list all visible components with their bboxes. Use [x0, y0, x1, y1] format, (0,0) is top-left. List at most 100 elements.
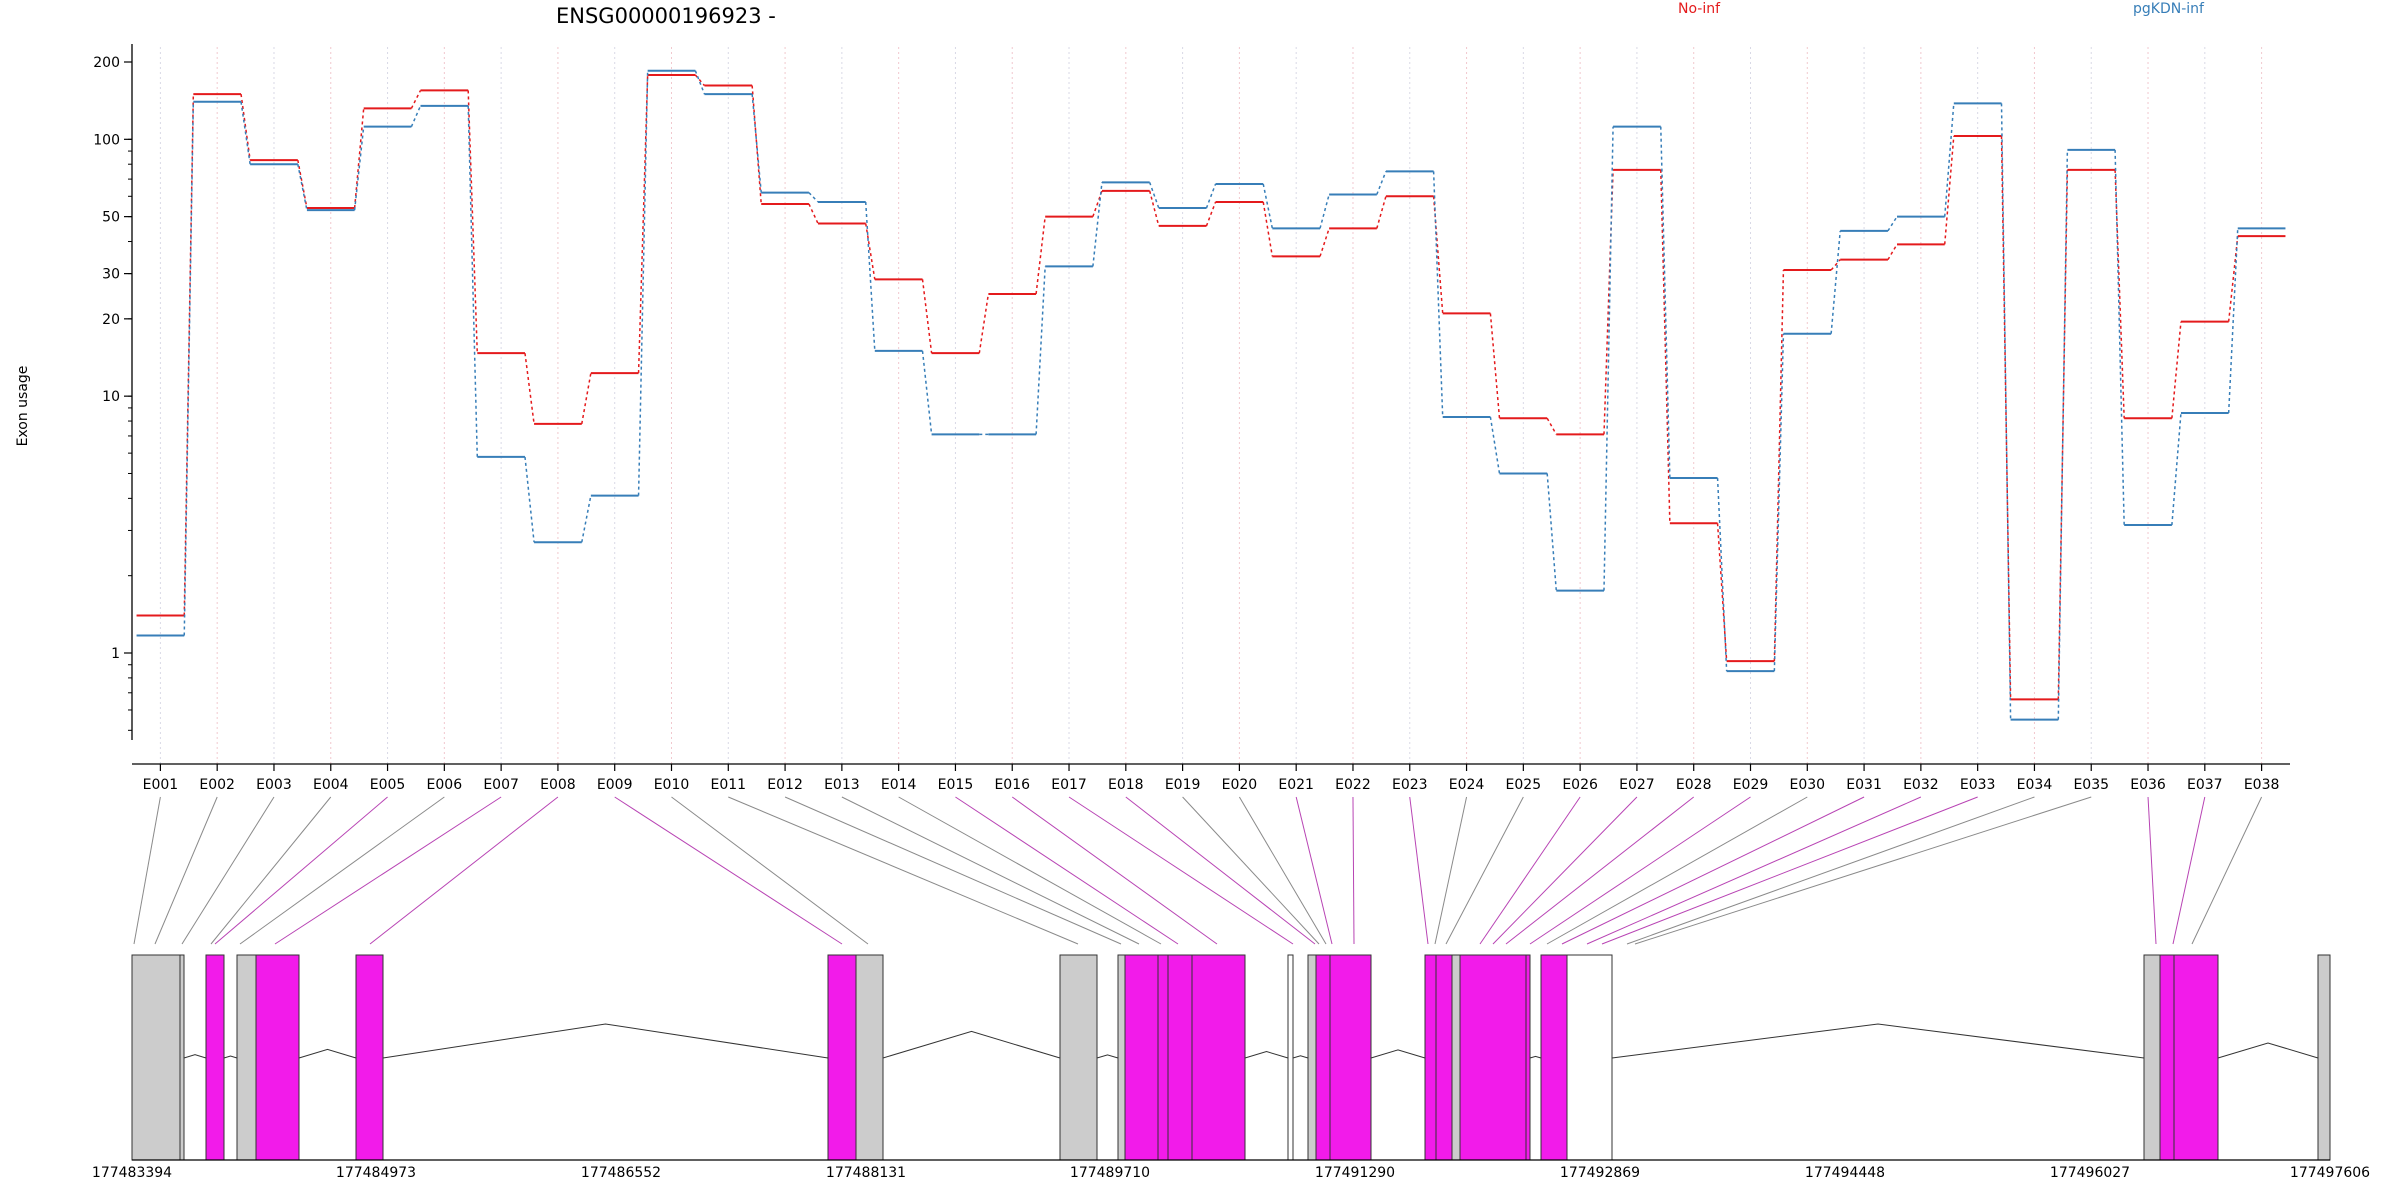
exon-connector — [1479, 796, 1581, 945]
series-connector — [921, 350, 933, 435]
exon-connector — [1586, 796, 1922, 945]
exon-connector — [1505, 796, 1695, 945]
y-tick-label: 20 — [102, 312, 120, 328]
exon-connector — [1561, 796, 1865, 945]
series-connector — [1773, 269, 1785, 662]
series-connector — [1660, 126, 1671, 479]
y-axis-label: Exon usage — [15, 366, 31, 447]
series-connector — [1092, 182, 1103, 267]
series-connector — [2000, 136, 2012, 700]
series-connector — [2227, 236, 2239, 322]
series-connector — [1830, 259, 1841, 271]
exon-label: E031 — [1846, 777, 1882, 793]
intron-line — [298, 1048, 357, 1059]
series-connector — [751, 85, 762, 205]
series-connector — [467, 105, 479, 457]
series-connector — [1943, 135, 1955, 245]
exon-label: E014 — [881, 777, 917, 793]
genomic-coordinate: 177492869 — [1560, 1165, 1640, 1181]
exon-block — [1307, 954, 1317, 1161]
series-connector — [1035, 216, 1046, 295]
series-connector — [467, 90, 479, 354]
exon-label: E032 — [1903, 777, 1939, 793]
intron-line — [1370, 1049, 1426, 1059]
series-connector — [1319, 194, 1330, 229]
exon-label: E001 — [143, 777, 179, 793]
exon-block — [1315, 954, 1331, 1161]
exon-block — [2173, 954, 2219, 1161]
exon-connector — [1238, 796, 1327, 945]
genomic-coordinate: 177497606 — [2290, 1165, 2370, 1181]
exon-label: E022 — [1335, 777, 1371, 793]
exon-connector — [955, 796, 1179, 945]
series-connector — [1546, 473, 1558, 591]
exon-block — [827, 954, 857, 1161]
series-connector — [581, 495, 592, 543]
series-connector — [637, 70, 649, 496]
exon-label: E021 — [1278, 777, 1314, 793]
exon-block — [1157, 954, 1169, 1161]
series-connector — [2114, 149, 2125, 526]
exon-block — [355, 954, 384, 1161]
series-connector — [1716, 477, 1728, 672]
series-connector — [808, 192, 819, 203]
series-connector — [864, 201, 876, 351]
exon-block — [1191, 954, 1246, 1161]
intron-line — [223, 1055, 238, 1059]
genomic-coordinate: 177494448 — [1805, 1165, 1885, 1181]
y-tick-label: 30 — [102, 267, 120, 283]
genomic-axis: 177483394 177484973 177486552 177488131 1774… — [92, 1165, 2370, 1181]
exon-label: E005 — [370, 777, 406, 793]
series-connector — [2057, 149, 2069, 720]
series-connector — [1376, 196, 1387, 229]
exon-label: E018 — [1108, 777, 1144, 793]
exon-label: E028 — [1676, 777, 1712, 793]
series-connector — [2171, 321, 2182, 419]
exon-connector — [1125, 796, 1316, 945]
exon-block — [1424, 954, 1437, 1161]
series-connector — [1319, 228, 1330, 257]
genomic-coordinate: 177489710 — [1070, 1165, 1150, 1181]
series-connector — [1603, 126, 1614, 591]
grid-lines — [159, 47, 2263, 764]
exon-label: E030 — [1790, 777, 1826, 793]
exon-block — [205, 954, 225, 1161]
exon-connector — [1011, 796, 1218, 945]
exon-block — [1540, 954, 1568, 1161]
exon-connector — [274, 796, 502, 945]
exon-label: E020 — [1222, 777, 1258, 793]
exon-label: E013 — [824, 777, 860, 793]
y-tick-label: 100 — [93, 132, 120, 148]
exon-connector — [898, 796, 1162, 945]
genomic-coordinate: 177484973 — [336, 1165, 416, 1181]
series-connector — [1773, 333, 1785, 672]
intron-line — [2217, 1042, 2319, 1059]
genomic-coordinate: 177491290 — [1315, 1165, 1395, 1181]
series-connector — [1887, 243, 1898, 261]
intron-line — [1096, 1054, 1119, 1059]
genomic-coordinate: 177483394 — [92, 1165, 172, 1181]
series-lines — [136, 69, 2286, 721]
series-connector — [353, 126, 365, 211]
exon-connector — [728, 796, 1079, 945]
series-connector — [1205, 201, 1217, 227]
exon-label: E036 — [2130, 777, 2166, 793]
exon-block — [1117, 954, 1126, 1161]
series-connector — [637, 74, 649, 374]
exon-label: E016 — [994, 777, 1030, 793]
exon-label: E010 — [654, 777, 690, 793]
series-connector — [1716, 523, 1728, 662]
series-connector — [808, 203, 819, 224]
series-connector — [1035, 266, 1046, 435]
series-connector — [1943, 103, 1955, 217]
series-connector — [2114, 169, 2125, 419]
exon-connector — [1626, 796, 2035, 945]
exon-connector — [1546, 796, 1808, 945]
exon-block — [179, 954, 185, 1161]
exon-connector — [1492, 796, 1638, 945]
exon-label: E024 — [1449, 777, 1485, 793]
exon-block — [1435, 954, 1453, 1161]
series-connector — [694, 70, 706, 95]
exon-label: E004 — [313, 777, 349, 793]
exon-connector — [369, 796, 559, 945]
